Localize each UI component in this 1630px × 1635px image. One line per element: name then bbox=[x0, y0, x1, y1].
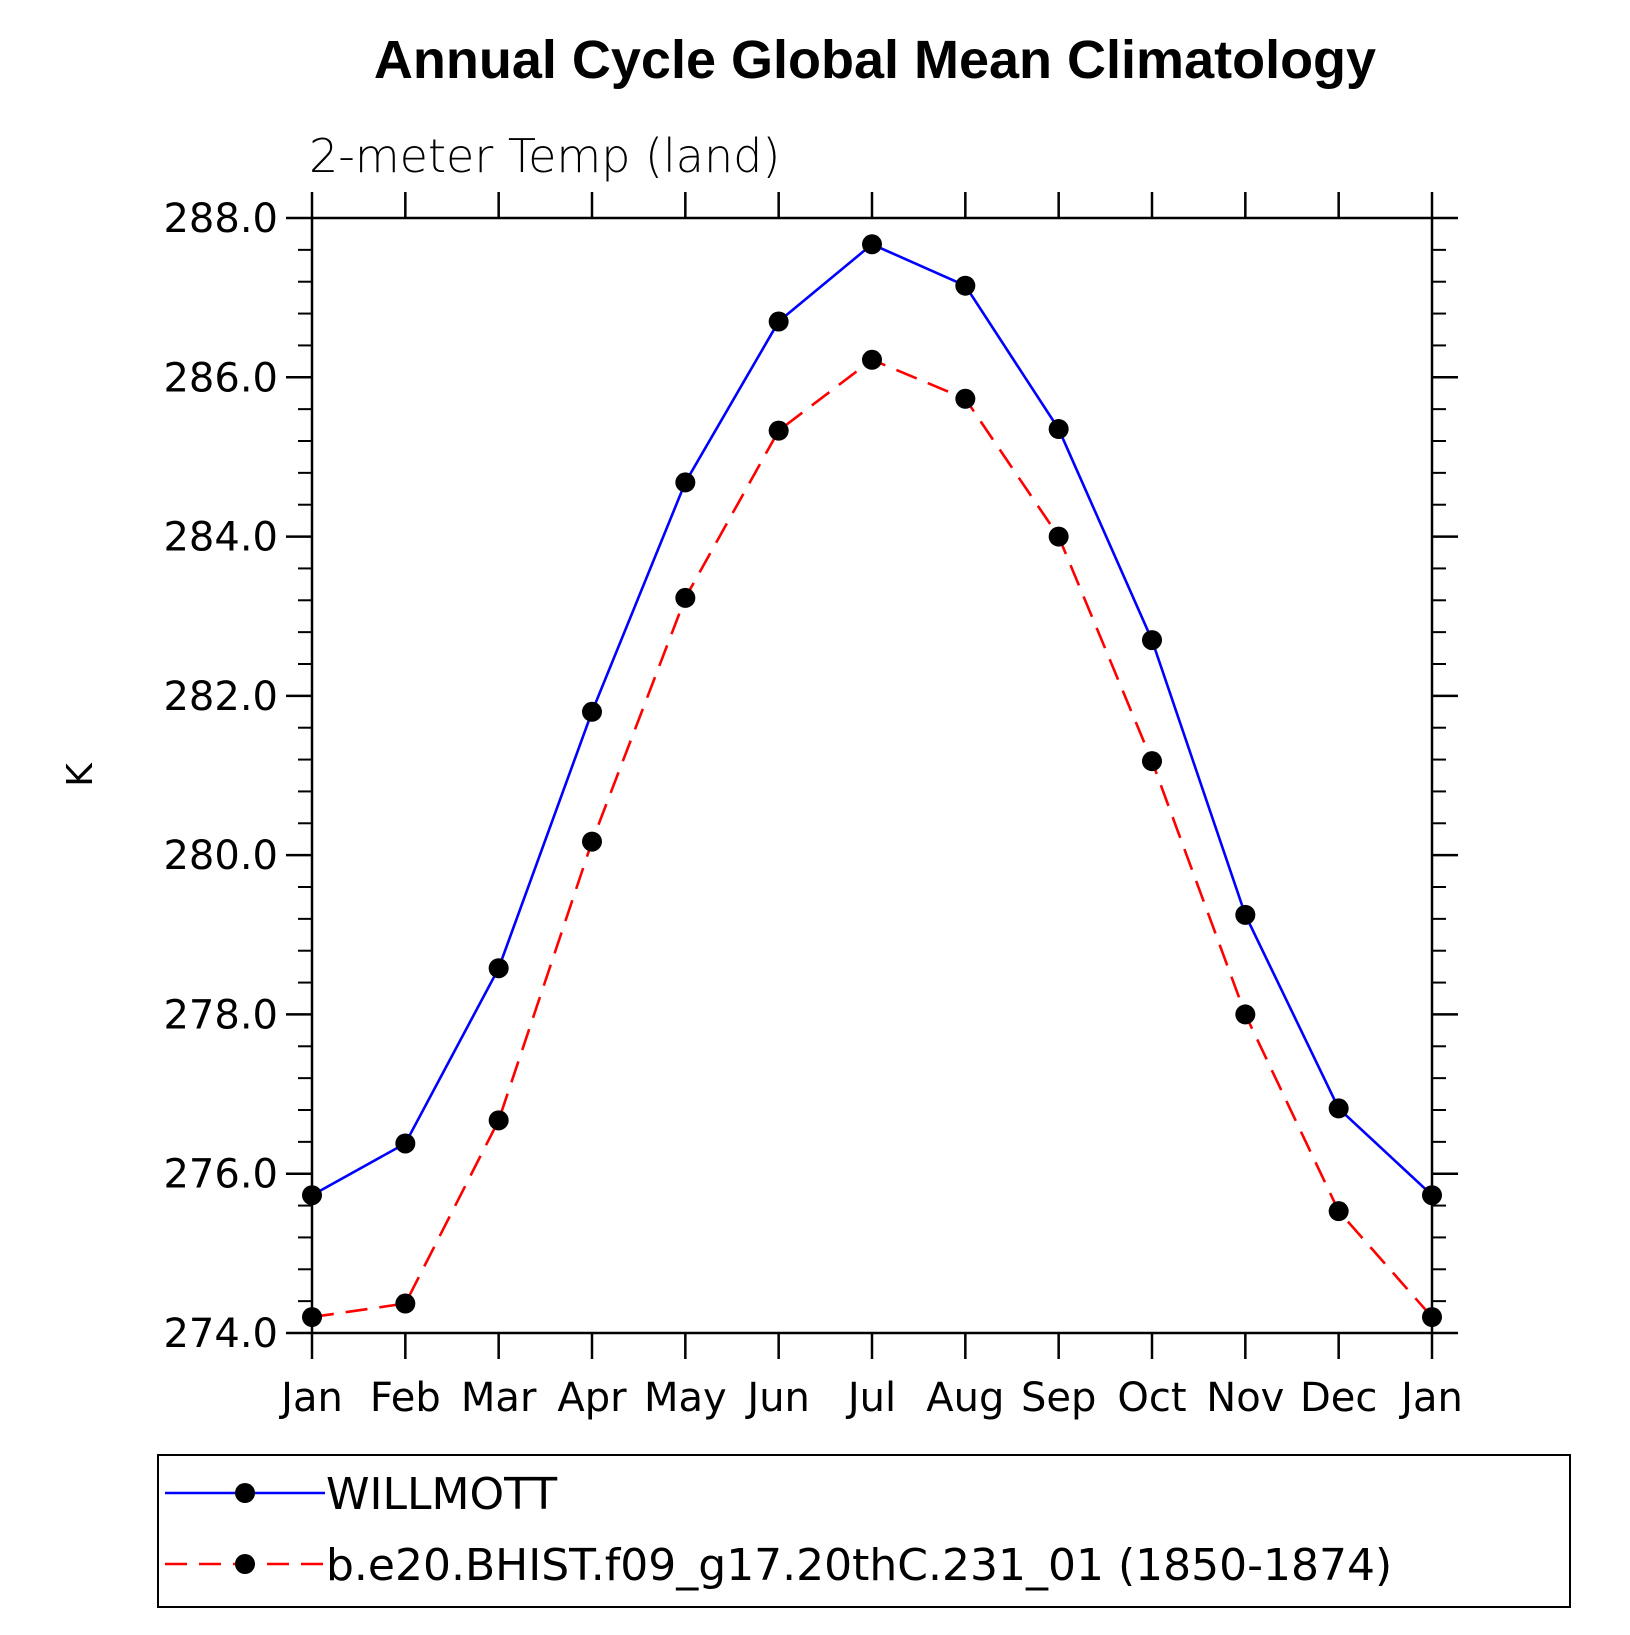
series-line bbox=[311, 358, 1433, 1319]
data-point bbox=[1328, 1201, 1349, 1222]
x-tick-label: Nov bbox=[1206, 1375, 1284, 1421]
x-tick-label: May bbox=[644, 1375, 727, 1421]
y-tick-label: 278.0 bbox=[163, 992, 278, 1038]
x-tick-label: Sep bbox=[1021, 1375, 1096, 1421]
data-point bbox=[862, 234, 882, 255]
legend-label: WILLMOTT bbox=[326, 1469, 557, 1520]
legend-marker bbox=[235, 1554, 255, 1574]
x-tick-label: Oct bbox=[1117, 1375, 1186, 1421]
series-2 bbox=[302, 349, 1442, 1328]
x-tick-label: Aug bbox=[926, 1375, 1004, 1421]
data-point bbox=[862, 349, 882, 370]
legend-label: b.e20.BHIST.f09_g17.20thC.231_01 (1850-1… bbox=[326, 1540, 1392, 1591]
y-tick-label: 280.0 bbox=[163, 833, 278, 879]
x-tick-label: Apr bbox=[557, 1375, 627, 1421]
plot-axes: Jan Feb Mar Apr May Jun Jul Aug Sep Oct Nov Dec Jan2… bbox=[163, 192, 1463, 1421]
data-point bbox=[768, 311, 789, 332]
legend: WILLMOTT b.e20.BHIST.f09_g17.20thC.231_01… bbox=[157, 1454, 1571, 1608]
data-point bbox=[302, 1307, 322, 1328]
data-point bbox=[1048, 526, 1069, 547]
data-point bbox=[1422, 1307, 1442, 1328]
x-tick-label: Jan bbox=[278, 1375, 343, 1421]
data-point bbox=[675, 587, 696, 608]
y-tick-label: 284.0 bbox=[163, 515, 278, 561]
x-tick-label: Feb bbox=[370, 1375, 441, 1421]
data-point bbox=[1142, 751, 1162, 772]
data-point bbox=[582, 831, 602, 852]
chart-subtitle: 2-meter Temp (land) bbox=[309, 129, 780, 183]
x-tick-label: Jul bbox=[845, 1375, 896, 1421]
data-point bbox=[395, 1293, 416, 1314]
legend-marker bbox=[235, 1483, 255, 1503]
data-point bbox=[488, 958, 509, 979]
series-1 bbox=[302, 234, 1442, 1206]
data-point bbox=[768, 420, 789, 441]
y-tick-label: 288.0 bbox=[163, 196, 278, 242]
y-tick-label: 276.0 bbox=[163, 1152, 278, 1198]
x-tick-label: Jan bbox=[1398, 1375, 1463, 1421]
y-tick-label: 286.0 bbox=[163, 355, 278, 401]
data-point bbox=[302, 1185, 322, 1206]
data-point bbox=[395, 1133, 416, 1154]
data-point bbox=[1328, 1098, 1349, 1119]
data-point bbox=[1235, 904, 1256, 925]
chart-title: Annual Cycle Global Mean Climatology bbox=[374, 30, 1376, 90]
y-axis-label: K bbox=[60, 762, 101, 787]
data-point bbox=[955, 388, 976, 409]
legend-box bbox=[157, 1454, 1571, 1608]
plot-series bbox=[302, 234, 1442, 1328]
data-point bbox=[488, 1110, 509, 1131]
data-point bbox=[1142, 630, 1162, 651]
data-point bbox=[1235, 1004, 1256, 1025]
y-tick-label: 282.0 bbox=[163, 674, 278, 720]
x-tick-label: Mar bbox=[461, 1375, 537, 1421]
data-point bbox=[675, 472, 696, 493]
plot-frame bbox=[310, 216, 1434, 1335]
data-point bbox=[955, 275, 976, 296]
data-point bbox=[582, 701, 602, 722]
data-point bbox=[1048, 419, 1069, 440]
x-tick-label: Jun bbox=[744, 1375, 810, 1421]
y-tick-label: 274.0 bbox=[163, 1311, 278, 1357]
data-point bbox=[1422, 1185, 1442, 1206]
x-tick-label: Dec bbox=[1300, 1375, 1377, 1421]
